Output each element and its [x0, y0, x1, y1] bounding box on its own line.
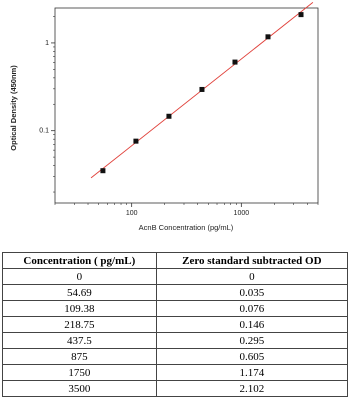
table-cell: 0.076 — [155, 300, 349, 317]
table-cell: 875 — [2, 348, 157, 365]
x-axis-label: AcnB Concentration (pg/mL) — [139, 223, 234, 232]
point — [166, 113, 172, 119]
x-tick-label: 100 — [126, 210, 138, 217]
x-tick-label: 1000 — [234, 210, 250, 217]
table-row: 1750 1.174 — [2, 364, 349, 381]
table-cell: 109.38 — [2, 300, 157, 317]
table-cell: 0.146 — [155, 316, 349, 333]
table-body: 0 0 54.69 0.035 109.38 0.076 218.75 0.146 437.5 0… — [2, 268, 349, 397]
table-cell: 1750 — [2, 364, 157, 381]
y-axis-label: Optical Density (450nm) — [9, 65, 18, 151]
point — [298, 12, 304, 18]
table-row: 437.5 0.295 — [2, 332, 349, 349]
y-tick-label: 1 — [45, 40, 49, 47]
table-cell: 0 — [155, 268, 349, 285]
point — [232, 59, 238, 65]
table-cell: 0.035 — [155, 284, 349, 301]
table-row: 54.69 0.035 — [2, 284, 349, 301]
y-tick-label: 0.1 — [39, 128, 49, 135]
table-cell: 3500 — [2, 380, 157, 397]
header-row: Concentration ( pg/mL) Zero standard subt… — [2, 252, 349, 269]
data-table: Concentration ( pg/mL) Zero standard subt… — [2, 252, 349, 397]
point — [199, 86, 205, 92]
table-cell: 54.69 — [2, 284, 157, 301]
table-row: 218.75 0.146 — [2, 316, 349, 333]
point — [265, 34, 271, 40]
table-cell: 0.295 — [155, 332, 349, 349]
table-cell: 0 — [2, 268, 157, 285]
table-cell: 437.5 — [2, 332, 157, 349]
table-row: 3500 2.102 — [2, 380, 349, 397]
header-cell: Concentration ( pg/mL) — [2, 252, 157, 269]
table-cell: 218.75 — [2, 316, 157, 333]
point — [100, 168, 106, 174]
chart: Optical Density (450nm) AcnB Concentrati… — [9, 2, 319, 232]
table-row: 109.38 0.076 — [2, 300, 349, 317]
point — [133, 138, 139, 144]
header-cell: Zero standard subtracted OD — [155, 252, 349, 269]
table-cell: 0.605 — [155, 348, 349, 365]
table-cell: 2.102 — [155, 380, 349, 397]
plot-frame — [54, 7, 319, 204]
table-row: 875 0.605 — [2, 348, 349, 365]
table-cell: 1.174 — [155, 364, 349, 381]
